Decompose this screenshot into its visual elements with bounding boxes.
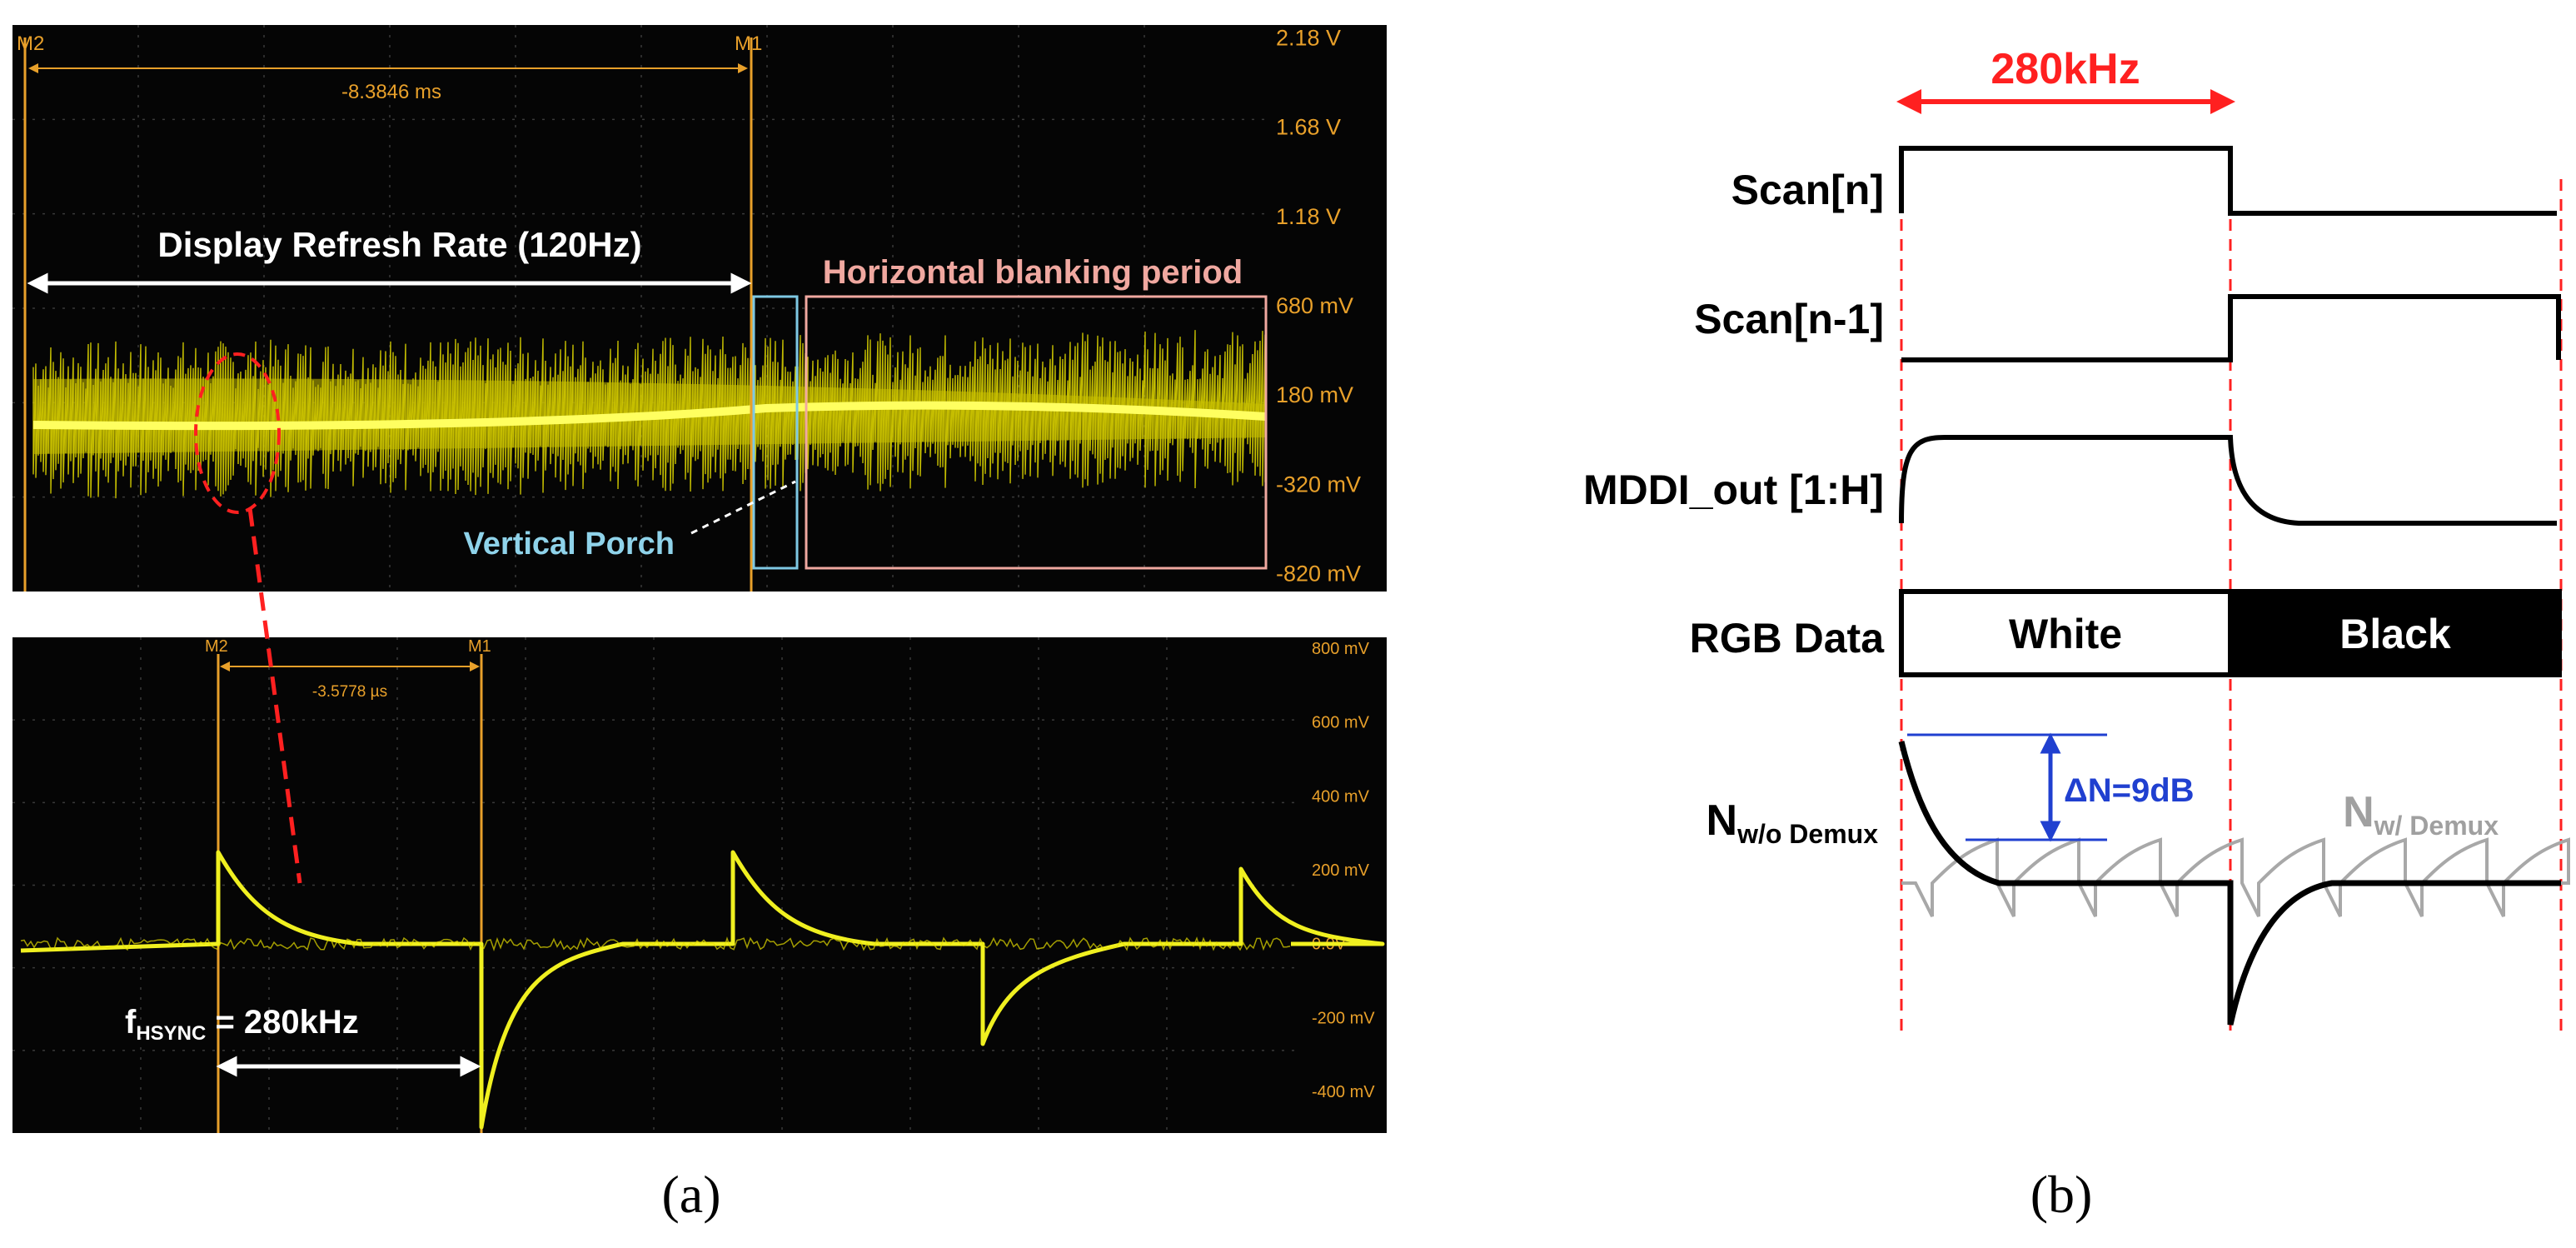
frequency-label: 280kHz	[1991, 45, 2140, 93]
caption-a: (a)	[661, 1165, 720, 1224]
top-y-tick-1: 1.68 V	[1276, 115, 1341, 140]
timing-diagram: 280kHz Scan[n] Scan[n-1] MDDI_out [1:H] …	[1583, 45, 2570, 1037]
bottom-y-tick-2: 400 mV	[1312, 787, 1370, 806]
scan-n-waveform	[1899, 146, 2557, 216]
rgb-black-segment	[2228, 589, 2562, 677]
zoom-ellipse	[194, 352, 281, 514]
signal-label-scan-n: Scan[n]	[1731, 167, 1884, 213]
top-y-tick-3: 680 mV	[1276, 293, 1353, 318]
hsync-label: fHSYNC = 280kHz	[125, 1004, 359, 1045]
signal-label-rgb-data: RGB Data	[1690, 615, 1886, 661]
bottom-delta-time: -3.5778 µs	[312, 683, 387, 701]
noise-with-demux-label: Nw/ Demux	[2343, 788, 2499, 841]
bottom-trace-noise	[20, 936, 1291, 951]
noise-with-demux-waveform	[1901, 837, 2570, 917]
delta-label: ΔN=9dB	[2064, 772, 2195, 809]
blanking-period-label: Horizontal blanking period	[823, 254, 1243, 291]
signal-label-scan-n-1: Scan[n-1]	[1694, 296, 1884, 342]
bottom-marker-m2: M2	[205, 637, 228, 656]
refresh-rate-label: Display Refresh Rate (120Hz)	[157, 225, 641, 264]
bottom-trace	[20, 850, 1385, 1130]
top-y-tick-5: -320 mV	[1276, 472, 1361, 497]
caption-b: (b)	[2030, 1165, 2093, 1224]
rgb-black-label: Black	[2339, 611, 2451, 657]
noise-without-demux-label: Nw/o Demux	[1707, 796, 1879, 849]
bottom-marker-m1: M1	[468, 637, 491, 656]
bottom-y-tick-5: -200 mV	[1312, 1009, 1375, 1027]
mddi-out-waveform	[1899, 435, 2557, 526]
top-y-tick-6: -820 mV	[1276, 561, 1361, 586]
top-trace-center	[32, 401, 1267, 431]
vertical-porch-box	[752, 295, 799, 570]
noise-without-demux-waveform	[1898, 741, 2561, 1026]
vertical-porch-label: Vertical Porch	[464, 527, 675, 562]
scan-n-1-waveform	[1901, 294, 2561, 362]
signal-label-mddi-out: MDDI_out [1:H]	[1583, 467, 1884, 513]
zoom-connector	[247, 507, 302, 884]
bottom-scope-grid	[12, 637, 1295, 1133]
top-y-tick-4: 180 mV	[1276, 382, 1353, 407]
top-marker-m2: M2	[17, 32, 44, 55]
top-scope-screen	[12, 25, 1387, 592]
bottom-y-tick-3: 200 mV	[1312, 861, 1370, 880]
rgb-white-label: White	[2009, 611, 2122, 657]
top-y-tick-0: 2.18 V	[1276, 25, 1341, 50]
top-marker-m1: M1	[735, 32, 762, 55]
top-scope-y-ticks: 2.18 V 1.68 V 1.18 V 680 mV 180 mV -320 mV -82…	[1276, 25, 1361, 586]
top-scope-grid	[12, 25, 1270, 592]
top-delta-time: -8.3846 ms	[341, 81, 441, 103]
top-oscilloscope: 2.18 V 1.68 V 1.18 V 680 mV 180 mV -320 mV -82…	[12, 25, 1387, 592]
bottom-y-tick-0: 800 mV	[1312, 640, 1370, 658]
blanking-period-box	[805, 295, 1268, 570]
bottom-y-tick-6: -400 mV	[1312, 1083, 1375, 1101]
top-y-tick-2: 1.18 V	[1276, 204, 1341, 229]
bottom-y-tick-1: 600 mV	[1312, 714, 1370, 732]
rgb-white-segment	[1899, 589, 2233, 677]
